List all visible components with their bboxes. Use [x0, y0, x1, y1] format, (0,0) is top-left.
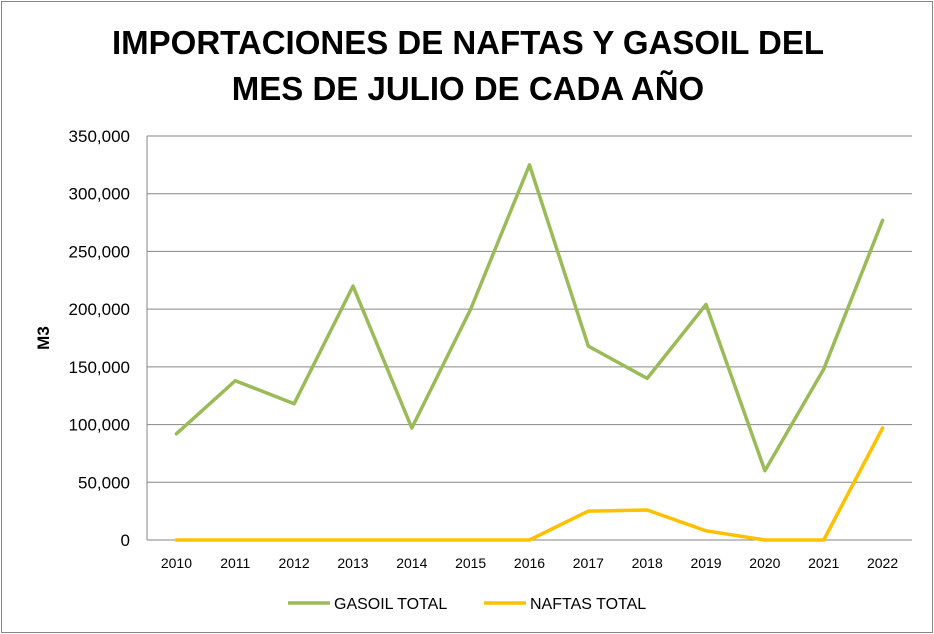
y-tick-label: 50,000 [78, 473, 130, 492]
data-point-gasoil-total [233, 379, 237, 383]
data-point-gasoil-total [469, 307, 473, 311]
x-tick-label: 2018 [632, 555, 663, 571]
chart-title-line-2: MES DE JULIO DE CADA AÑO [232, 70, 704, 107]
data-point-gasoil-total [174, 432, 178, 436]
data-point-gasoil-total [528, 163, 531, 167]
x-tick-label: 2021 [808, 555, 839, 571]
data-point-naftas-total [410, 538, 414, 542]
data-point-naftas-total [881, 426, 885, 430]
legend-label-gasoil-total: GASOIL TOTAL [334, 596, 447, 613]
data-point-naftas-total [351, 538, 355, 542]
y-axis-ticks: 0 50,000 100,000 150,000 200,000 250,000 300,0… [69, 127, 130, 550]
x-tick-label: 2013 [337, 555, 368, 571]
y-tick-label: 350,000 [69, 127, 130, 146]
data-point-gasoil-total [410, 426, 414, 430]
series-lines [174, 163, 885, 542]
y-tick-label: 0 [121, 531, 130, 550]
data-point-gasoil-total [881, 218, 885, 222]
y-tick-label: 150,000 [69, 358, 130, 377]
data-point-gasoil-total [292, 402, 296, 406]
y-tick-label: 250,000 [69, 242, 130, 261]
x-tick-label: 2020 [749, 555, 780, 571]
y-tick-label: 200,000 [69, 300, 130, 319]
y-tick-label: 300,000 [69, 185, 130, 204]
data-point-naftas-total [763, 538, 767, 542]
chart-title-line-1: IMPORTACIONES DE NAFTAS Y GASOIL DEL [112, 24, 824, 61]
x-tick-label: 2019 [690, 555, 721, 571]
y-tick-label: 100,000 [69, 416, 130, 435]
data-point-gasoil-total [586, 344, 590, 348]
x-tick-label: 2014 [396, 555, 427, 571]
data-point-naftas-total [469, 538, 473, 542]
data-point-naftas-total [645, 508, 649, 512]
x-tick-label: 2012 [279, 555, 310, 571]
data-point-gasoil-total [822, 367, 826, 371]
x-tick-label: 2017 [573, 555, 604, 571]
legend-label-naftas-total: NAFTAS TOTAL [530, 596, 646, 613]
data-point-naftas-total [528, 538, 531, 542]
y-axis-label: M3 [34, 326, 53, 350]
data-point-gasoil-total [351, 284, 355, 288]
data-point-naftas-total [822, 538, 826, 542]
data-point-gasoil-total [704, 303, 708, 307]
data-point-naftas-total [292, 538, 296, 542]
data-point-naftas-total [704, 529, 708, 533]
x-tick-label: 2015 [455, 555, 486, 571]
series-line-naftas-total [174, 426, 885, 542]
gridlines [146, 135, 912, 541]
x-axis-ticks: 2010 2011 2012 2013 2014 2015 2016 2017 2018 2019… [161, 555, 899, 571]
x-tick-label: 2010 [161, 555, 192, 571]
data-point-gasoil-total [645, 376, 649, 380]
legend: GASOIL TOTAL NAFTAS TOTAL [288, 596, 646, 613]
x-tick-label: 2011 [220, 555, 250, 571]
x-tick-label: 2016 [514, 555, 545, 571]
data-point-naftas-total [174, 538, 178, 542]
data-point-gasoil-total [763, 469, 767, 473]
x-tick-label: 2022 [867, 555, 898, 571]
data-point-naftas-total [233, 538, 237, 542]
data-point-naftas-total [586, 509, 590, 513]
